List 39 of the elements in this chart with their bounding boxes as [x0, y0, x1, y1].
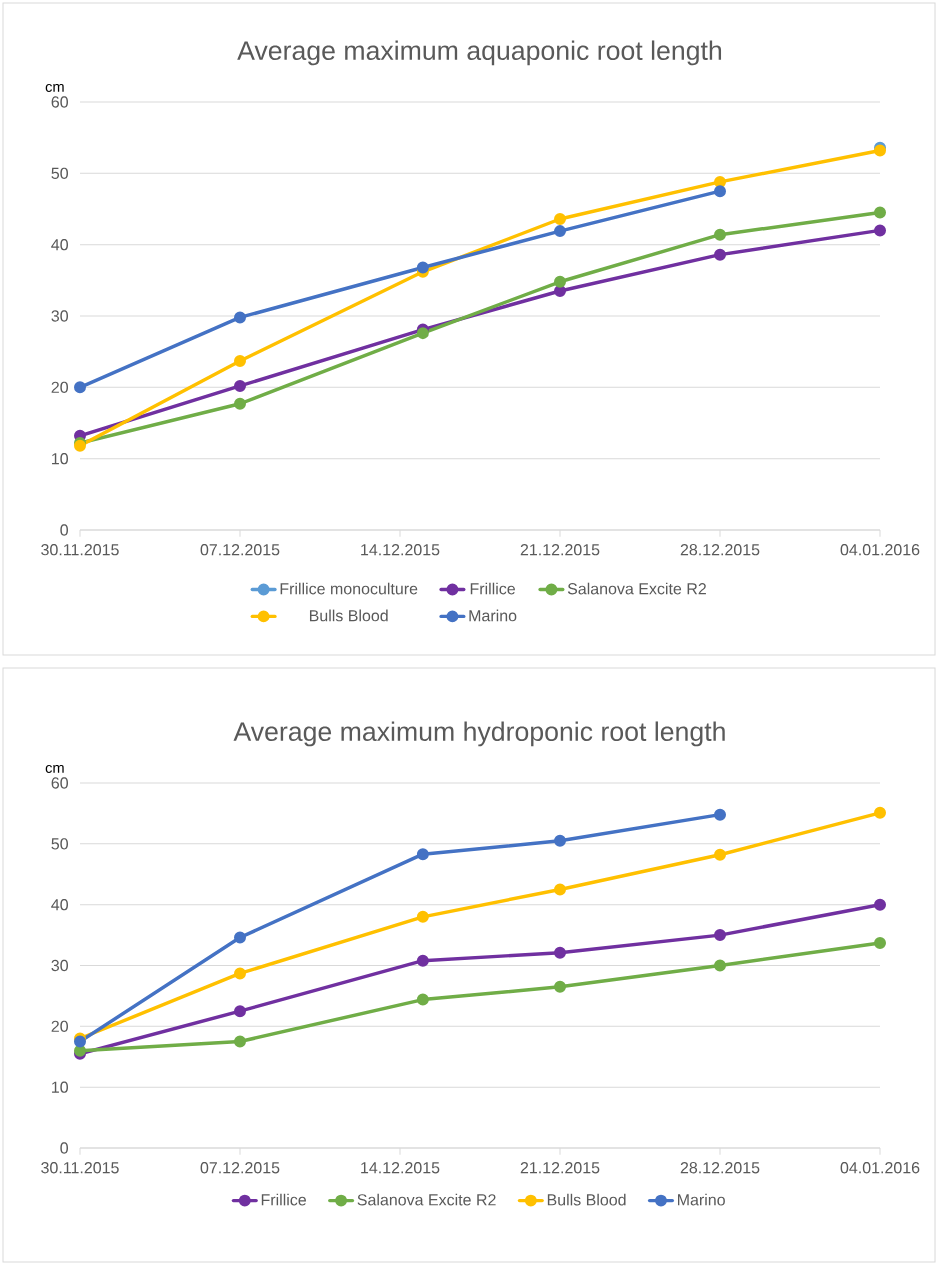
- y-axis-title: cm: [45, 764, 64, 773]
- legend-label: Marino: [678, 1193, 725, 1206]
- x-tick-label: 07.12.2015: [200, 1162, 280, 1174]
- y-tick-label: 40: [51, 899, 68, 911]
- x-tick-label: 30.11.2015: [41, 1162, 119, 1174]
- x-tick-label: 04.01.2016: [840, 544, 920, 556]
- y-tick-label: 30: [51, 959, 68, 972]
- x-tick-label: 28.12.2015: [680, 1162, 760, 1174]
- y-axis-title: cm: [45, 83, 64, 92]
- y-tick-label: 40: [51, 239, 68, 251]
- chart-title: Average maximum hydroponic root length: [233, 721, 725, 747]
- legend-label: Frillice: [261, 1193, 306, 1206]
- y-tick-label: 50: [51, 838, 68, 850]
- y-tick-label: 50: [51, 167, 68, 179]
- x-tick-label: 14.12.2015: [361, 1162, 440, 1174]
- y-tick-label: 10: [52, 1081, 68, 1093]
- legend-label: Bulls Blood: [309, 609, 388, 622]
- x-tick-label: 14.12.2015: [361, 544, 440, 556]
- x-tick-label: 21.12.2015: [520, 544, 600, 556]
- legend-label: Salanova Excite R2: [567, 582, 706, 595]
- chart-title: Average maximum aquaponic root length: [237, 40, 722, 66]
- y-tick-label: 10: [52, 453, 68, 465]
- y-tick-label: 0: [60, 524, 68, 536]
- y-tick-label: 0: [60, 1142, 68, 1154]
- legend-label: Marino: [469, 609, 517, 622]
- legend-label: Salanova Excite R2: [357, 1193, 496, 1206]
- y-tick-label: 30: [51, 310, 68, 322]
- x-tick-label: 21.12.2015: [520, 1162, 600, 1174]
- x-tick-label: 07.12.2015: [200, 544, 280, 556]
- legend-label: Frillice: [470, 582, 515, 595]
- x-tick-label: 30.11.2015: [41, 544, 119, 556]
- y-tick-label: 60: [51, 777, 68, 789]
- y-tick-label: 60: [51, 96, 68, 108]
- x-tick-label: 28.12.2015: [680, 544, 760, 556]
- legend-label: Bulls Blood: [547, 1193, 626, 1206]
- legend-label: Frillice monoculture: [280, 582, 418, 595]
- y-tick-label: 20: [51, 381, 68, 393]
- y-tick-label: 20: [51, 1020, 68, 1032]
- x-tick-label: 04.01.2016: [840, 1162, 920, 1174]
